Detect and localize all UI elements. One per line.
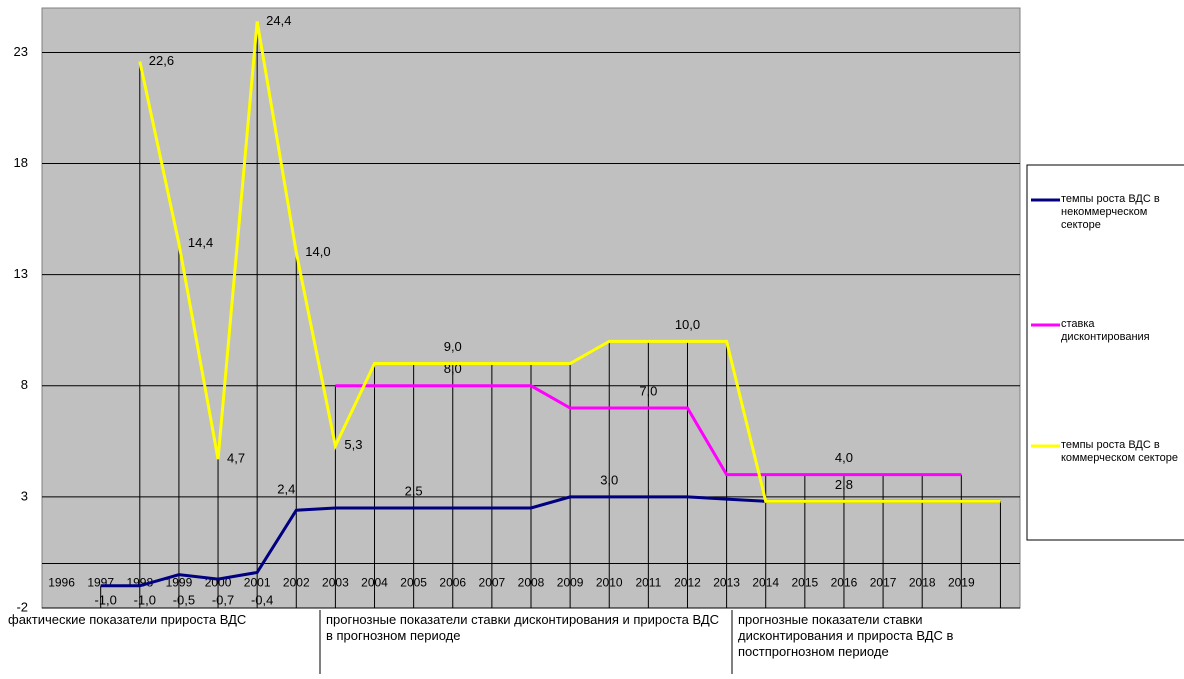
y-tick-label: 23 [14,44,28,59]
annotation: прогнозные показатели ставки дисконтиров… [738,612,954,659]
x-tick-label: 2004 [361,576,388,590]
x-tick-label: 2018 [909,576,936,590]
data-label: 2,8 [835,477,853,492]
data-label: 7,0 [639,383,657,398]
x-tick-label: 2003 [322,576,349,590]
data-label: -0,4 [251,592,273,607]
x-tick-label: 2009 [557,576,584,590]
x-tick-label: 2010 [596,576,623,590]
annotation-text: фактические показатели прироста ВДС [8,612,247,627]
x-tick-label: 1996 [48,576,75,590]
data-label: 9,0 [444,339,462,354]
data-label: 4,7 [227,451,245,466]
data-label: 14,0 [305,244,330,259]
data-label: 24,4 [266,13,291,28]
data-label: 4,0 [835,450,853,465]
series-line [138,21,1001,503]
data-label: -1,0 [94,592,116,607]
annotation-text: прогнозные показатели ставки дисконтиров… [738,612,954,659]
y-tick-label: 8 [21,377,28,392]
y-tick-label: -2 [16,599,28,614]
legend-box [1026,164,1184,541]
x-tick-label: 2011 [635,576,661,590]
x-tick-label: 2008 [518,576,545,590]
y-tick-label: 13 [14,266,28,281]
data-label: 14,4 [188,235,213,250]
x-tick-label: 2002 [283,576,310,590]
data-label: 2,4 [277,482,295,497]
data-label: 5,3 [344,437,362,452]
x-tick-label: 2013 [713,576,740,590]
x-tick-label: 2017 [870,576,897,590]
x-tick-label: 2019 [948,576,975,590]
x-tick-label: 1997 [87,576,114,590]
annotation: прогнозные показатели ставки дисконтиров… [326,612,720,643]
data-label: 22,6 [149,53,174,68]
x-tick-label: 2007 [479,576,506,590]
annotation: фактические показатели прироста ВДС [8,612,247,627]
x-tick-label: 2005 [400,576,427,590]
legend-entry: темпы роста ВДС в некоммерческом секторе [1061,193,1160,231]
x-tick-label: 2012 [674,576,701,590]
y-tick-label: 18 [14,155,28,170]
legend-entry: темпы роста ВДС в коммерческом секторе [1061,439,1179,464]
data-label: -0,5 [173,592,195,607]
legend-entry: ставка дисконтирования [1061,318,1150,343]
x-tick-label: 2006 [439,576,466,590]
data-label: 10,0 [675,317,700,332]
data-label: 3,0 [600,472,618,487]
series-line [335,384,962,477]
x-tick-label: 2014 [752,576,779,590]
legend-label: темпы роста ВДС в некоммерческом секторе [1061,193,1160,231]
x-tick-label: 2016 [831,576,858,590]
data-label: -1,0 [134,592,156,607]
legend-label: ставка дисконтирования [1061,318,1150,343]
x-tick-label: 1999 [166,576,193,590]
legend-label: темпы роста ВДС в коммерческом секторе [1061,439,1179,464]
annotation-text: прогнозные показатели ставки дисконтиров… [326,612,720,643]
y-tick-label: 3 [21,488,28,503]
data-label: 2,5 [405,483,423,498]
x-tick-label: 2015 [791,576,818,590]
x-tick-label: 2001 [244,576,271,590]
data-label: -0,7 [212,592,234,607]
